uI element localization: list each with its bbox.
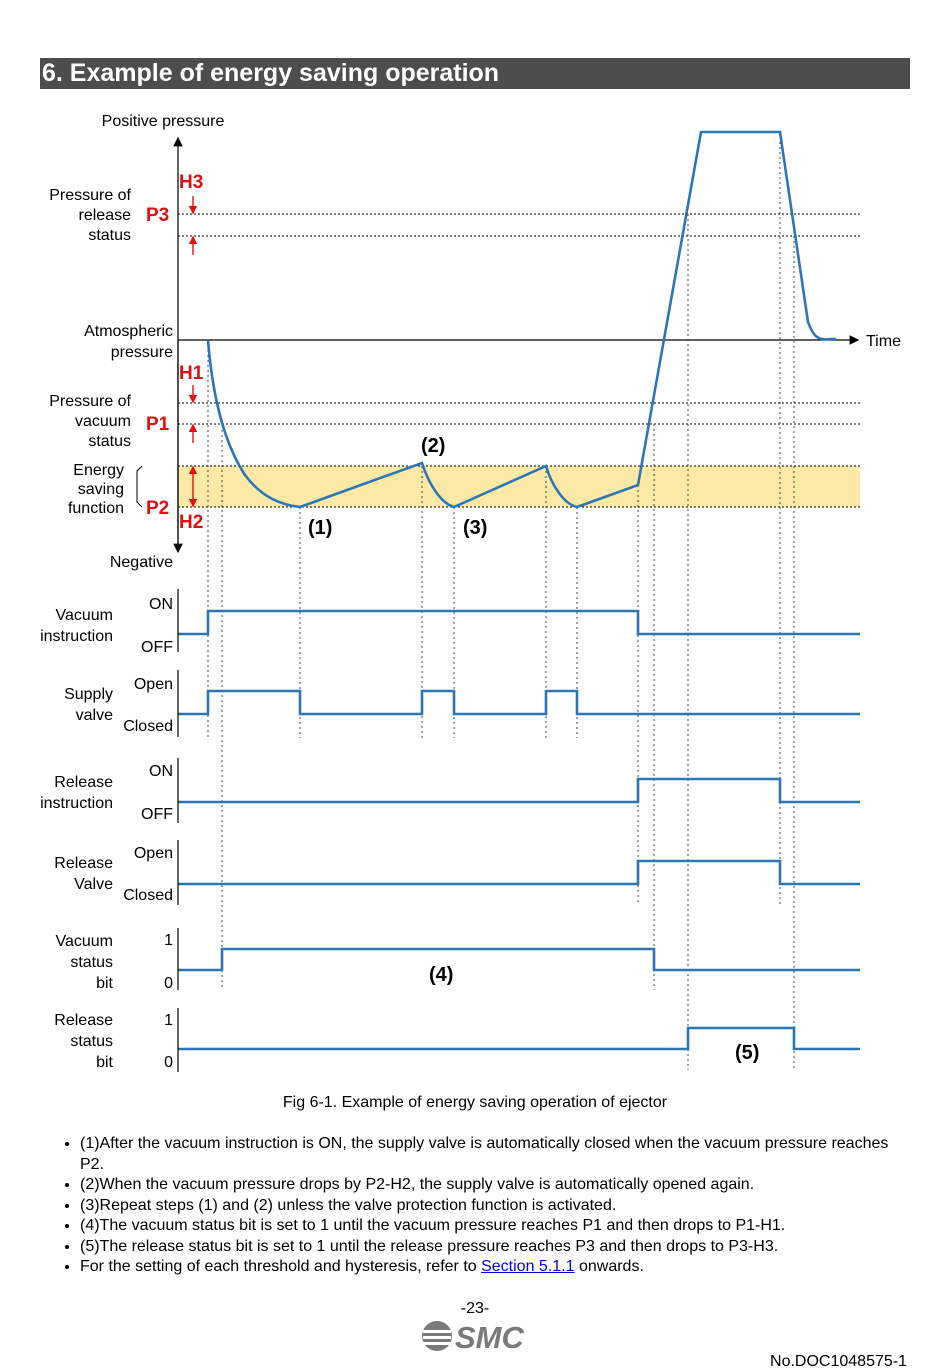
svg-text:0: 0 bbox=[164, 975, 173, 992]
supply-valve-labels: Supply valve Open Closed bbox=[64, 676, 173, 735]
svg-text:Open: Open bbox=[134, 845, 173, 862]
svg-text:Energy: Energy bbox=[73, 462, 124, 479]
step-3-label: (3) bbox=[463, 517, 487, 539]
svg-text:bit: bit bbox=[96, 1054, 113, 1071]
vacuum-status-bit-wave bbox=[178, 947, 860, 972]
release-valve-wave bbox=[178, 859, 860, 886]
svg-text:1: 1 bbox=[164, 932, 173, 949]
reference-prefix: For the setting of each threshold and hy… bbox=[80, 1258, 482, 1275]
pressure-curve bbox=[206, 130, 836, 509]
threshold-lines bbox=[178, 213, 860, 508]
svg-text:Pressure of: Pressure of bbox=[49, 393, 131, 410]
step-4-label: (4) bbox=[429, 964, 453, 986]
smc-logo-text: SMC bbox=[455, 1320, 525, 1353]
energy-saving-band bbox=[178, 466, 860, 507]
svg-text:instruction: instruction bbox=[40, 628, 113, 645]
svg-text:OFF: OFF bbox=[141, 806, 173, 823]
release-valve-labels: Release Valve Open Closed bbox=[54, 845, 173, 904]
svg-text:Release: Release bbox=[54, 1012, 113, 1029]
vacuum-status-label: Pressure of vacuum status bbox=[49, 393, 131, 450]
svg-text:Supply: Supply bbox=[64, 686, 113, 703]
svg-text:function: function bbox=[68, 500, 124, 517]
figure-caption: Fig 6-1. Example of energy saving operat… bbox=[282, 1094, 668, 1111]
time-reference-lines bbox=[207, 132, 795, 1070]
negative-label: Negative bbox=[110, 554, 173, 571]
note-item: (1)After the vacuum instruction is ON, t… bbox=[80, 1134, 910, 1175]
release-instruction-wave bbox=[178, 777, 860, 804]
svg-text:Vacuum: Vacuum bbox=[55, 607, 113, 624]
svg-text:status: status bbox=[70, 1033, 113, 1050]
svg-text:Atmospheric: Atmospheric bbox=[84, 323, 173, 340]
svg-text:ON: ON bbox=[149, 763, 173, 780]
p2-label: P2 bbox=[146, 498, 169, 519]
vacuum-instruction-wave bbox=[178, 609, 860, 636]
h1-label: H1 bbox=[179, 363, 204, 384]
svg-text:Release: Release bbox=[54, 855, 113, 872]
svg-text:bit: bit bbox=[96, 975, 113, 992]
note-item: (2)When the vacuum pressure drops by P2-… bbox=[80, 1175, 910, 1196]
release-status-label: Pressure of release status bbox=[49, 187, 131, 244]
section-title: 6. Example of energy saving operation bbox=[40, 58, 910, 89]
svg-text:Closed: Closed bbox=[123, 887, 173, 904]
atmospheric-label: Atmospheric pressure bbox=[84, 323, 173, 361]
svg-text:status: status bbox=[88, 227, 131, 244]
release-instruction-labels: Release instruction ON OFF bbox=[40, 763, 173, 823]
svg-text:0: 0 bbox=[164, 1054, 173, 1071]
page-number: -23- bbox=[460, 1300, 490, 1317]
p3-label: P3 bbox=[146, 205, 169, 226]
svg-text:saving: saving bbox=[78, 481, 124, 498]
svg-text:OFF: OFF bbox=[141, 639, 173, 656]
document-number: No.DOC1048575-1 bbox=[770, 1353, 907, 1370]
svg-text:Open: Open bbox=[134, 676, 173, 693]
svg-text:Pressure of: Pressure of bbox=[49, 187, 131, 204]
svg-text:1: 1 bbox=[164, 1012, 173, 1029]
note-item: (3)Repeat steps (1) and (2) unless the v… bbox=[80, 1196, 910, 1217]
smc-logo-icon bbox=[422, 1321, 452, 1351]
h3-label: H3 bbox=[179, 172, 203, 193]
p1-label: P1 bbox=[146, 414, 170, 435]
svg-text:Release: Release bbox=[54, 774, 113, 791]
notes-list: (1)After the vacuum instruction is ON, t… bbox=[58, 1134, 910, 1278]
svg-text:release: release bbox=[79, 207, 132, 224]
note-item-reference: For the setting of each threshold and hy… bbox=[80, 1257, 910, 1278]
vacuum-instruction-labels: Vacuum instruction ON OFF bbox=[40, 596, 173, 656]
time-label: Time bbox=[866, 333, 901, 350]
h2-label: H2 bbox=[179, 512, 203, 533]
svg-text:vacuum: vacuum bbox=[75, 413, 131, 430]
section-link[interactable]: Section 5.1.1 bbox=[481, 1258, 575, 1275]
note-item: (4)The vacuum status bit is set to 1 unt… bbox=[80, 1216, 910, 1237]
release-status-bit-wave bbox=[178, 1026, 860, 1051]
signal-waveforms bbox=[178, 609, 860, 1051]
release-status-bit-labels: Release status bit 1 0 bbox=[54, 1012, 173, 1071]
energy-saving-label: Energy saving function bbox=[68, 462, 124, 517]
step-1-label: (1) bbox=[308, 517, 332, 539]
svg-text:status: status bbox=[70, 954, 113, 971]
step-5-label: (5) bbox=[735, 1042, 759, 1064]
svg-text:valve: valve bbox=[76, 707, 113, 724]
vacuum-status-bit-labels: Vacuum status bit 1 0 bbox=[55, 932, 173, 992]
svg-text:Vacuum: Vacuum bbox=[55, 933, 113, 950]
svg-text:pressure: pressure bbox=[111, 344, 173, 361]
note-item: (5)The release status bit is set to 1 un… bbox=[80, 1237, 910, 1258]
svg-text:instruction: instruction bbox=[40, 795, 113, 812]
smc-logo: SMC bbox=[422, 1320, 525, 1353]
positive-pressure-label: Positive pressure bbox=[102, 113, 225, 130]
svg-text:Closed: Closed bbox=[123, 718, 173, 735]
timing-diagram: Positive pressure Negative Time Pressure… bbox=[40, 113, 901, 1072]
reference-suffix: onwards. bbox=[574, 1258, 644, 1275]
energy-saving-bracket bbox=[136, 465, 143, 508]
svg-text:ON: ON bbox=[149, 596, 173, 613]
supply-valve-wave bbox=[178, 689, 860, 716]
svg-text:Valve: Valve bbox=[74, 876, 113, 893]
svg-text:status: status bbox=[88, 433, 131, 450]
step-2-label: (2) bbox=[421, 435, 445, 457]
